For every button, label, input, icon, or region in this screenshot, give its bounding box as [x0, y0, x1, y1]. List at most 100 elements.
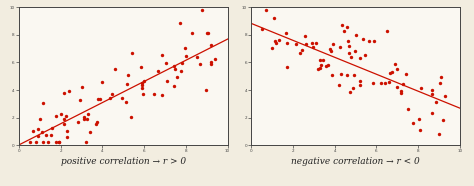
Point: [171, 65, 178, 68]
Point: [275, 38, 283, 41]
Point: [108, 92, 116, 95]
Point: [409, 122, 416, 125]
Point: [177, 70, 185, 73]
Point: [352, 33, 359, 36]
Point: [63, 130, 71, 133]
Point: [63, 114, 70, 117]
Point: [80, 117, 88, 120]
Point: [27, 141, 34, 144]
Point: [365, 40, 373, 43]
Point: [60, 118, 68, 121]
Point: [58, 113, 65, 116]
Point: [138, 86, 146, 89]
Point: [349, 87, 356, 90]
Point: [428, 88, 436, 91]
Point: [138, 82, 146, 85]
Point: [208, 43, 215, 46]
Point: [52, 141, 59, 144]
Point: [140, 80, 148, 83]
Point: [193, 56, 201, 59]
Point: [202, 88, 210, 91]
Point: [328, 49, 335, 52]
Point: [76, 99, 84, 102]
Point: [263, 9, 270, 12]
Point: [81, 116, 88, 118]
Point: [258, 28, 266, 31]
Point: [65, 89, 73, 92]
Point: [416, 128, 423, 131]
Point: [433, 100, 440, 103]
Point: [83, 118, 91, 121]
Point: [118, 97, 126, 100]
Point: [352, 49, 359, 52]
Point: [428, 93, 436, 96]
Point: [336, 84, 343, 87]
Point: [163, 62, 170, 65]
Point: [310, 46, 317, 49]
Point: [171, 68, 179, 71]
Point: [391, 62, 399, 65]
Point: [337, 73, 345, 76]
Point: [138, 84, 146, 87]
Point: [29, 130, 37, 133]
Point: [344, 40, 352, 43]
Point: [55, 141, 63, 144]
Point: [204, 32, 211, 35]
Point: [39, 102, 47, 105]
Point: [393, 86, 401, 89]
Point: [272, 40, 279, 43]
Point: [345, 52, 352, 55]
Point: [397, 92, 405, 95]
Point: [150, 92, 157, 95]
Point: [82, 141, 90, 144]
Point: [324, 64, 332, 67]
Point: [140, 92, 147, 95]
Point: [163, 80, 171, 83]
Point: [399, 83, 406, 86]
Point: [44, 141, 52, 144]
Point: [173, 76, 181, 78]
Point: [439, 118, 447, 121]
Point: [322, 64, 330, 67]
Point: [435, 133, 443, 136]
Point: [296, 51, 304, 54]
Point: [346, 90, 354, 93]
Point: [415, 117, 423, 120]
Point: [336, 46, 343, 49]
Point: [302, 42, 310, 45]
Point: [317, 64, 324, 67]
Point: [96, 97, 103, 100]
Point: [42, 134, 50, 137]
Point: [356, 80, 364, 83]
Point: [78, 85, 86, 88]
Point: [298, 49, 306, 52]
Point: [283, 41, 291, 44]
Point: [182, 54, 190, 57]
Point: [314, 68, 322, 71]
Point: [283, 65, 291, 68]
Point: [84, 113, 91, 116]
Point: [361, 54, 368, 57]
Point: [128, 51, 136, 54]
Point: [196, 62, 204, 65]
Point: [211, 58, 219, 61]
Point: [92, 123, 100, 126]
X-axis label: positive correlation → r > 0: positive correlation → r > 0: [61, 157, 186, 166]
Point: [124, 74, 132, 77]
Point: [93, 120, 100, 123]
Point: [316, 59, 323, 62]
Point: [359, 37, 366, 40]
Point: [350, 74, 357, 77]
Point: [404, 108, 412, 111]
Point: [272, 42, 280, 45]
Point: [371, 40, 378, 43]
Point: [158, 93, 166, 96]
Point: [170, 84, 178, 87]
Point: [327, 47, 334, 50]
Point: [340, 29, 348, 32]
Point: [176, 22, 184, 25]
Point: [34, 135, 42, 138]
Point: [60, 122, 67, 125]
Point: [356, 56, 364, 59]
Point: [397, 90, 404, 93]
